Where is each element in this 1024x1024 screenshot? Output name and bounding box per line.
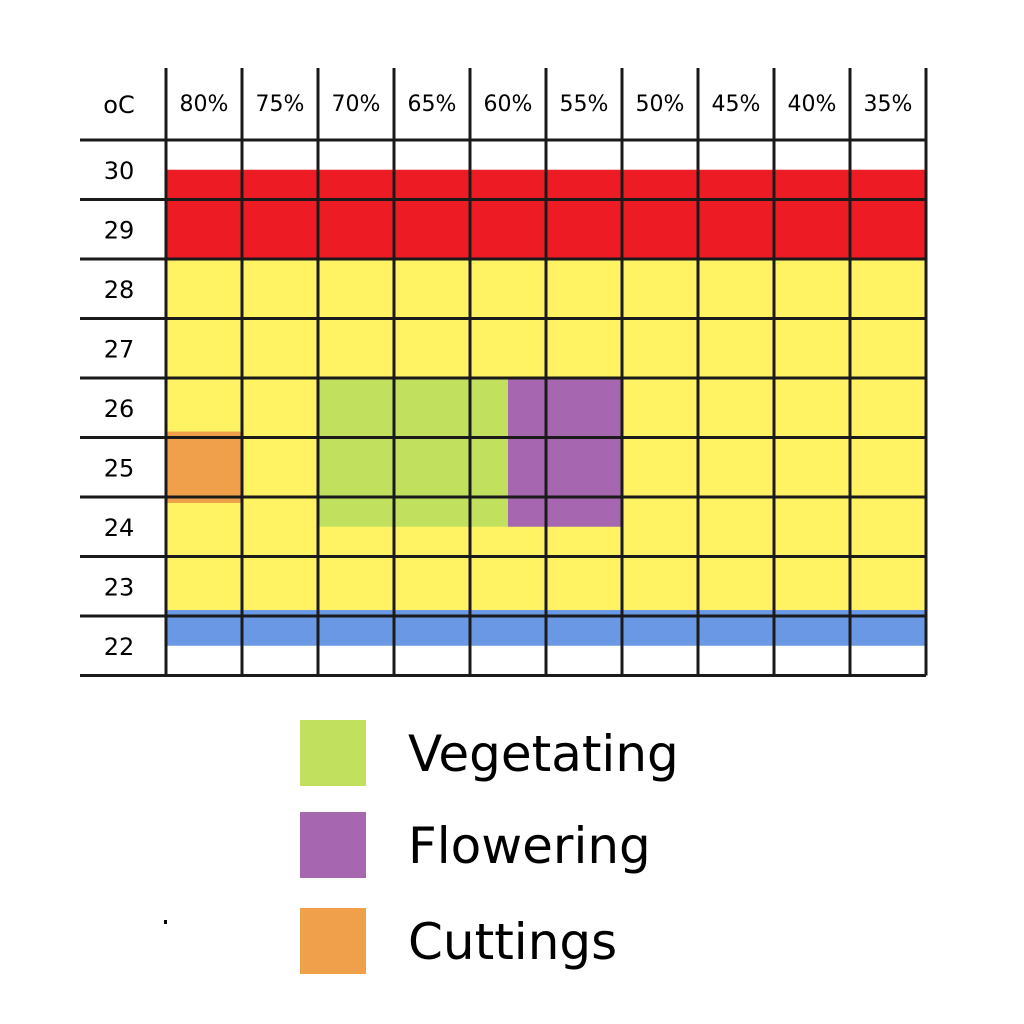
- legend-label-vegetating: Vegetating: [408, 725, 679, 783]
- y-tick-label: 23: [104, 573, 135, 601]
- growth-stage-zones: [166, 378, 622, 527]
- y-tick-label: 27: [104, 335, 135, 363]
- zone-vegetating: [318, 378, 508, 527]
- legend-item-cuttings: Cuttings: [300, 908, 720, 974]
- zone-flowering: [508, 378, 622, 527]
- x-tick-label: 50%: [636, 92, 685, 117]
- stray-dot: [164, 920, 167, 924]
- legend-label-flowering: Flowering: [408, 817, 651, 875]
- x-tick-label: 55%: [560, 92, 609, 117]
- y-tick-label: 30: [104, 157, 135, 185]
- legend-item-vegetating: Vegetating: [300, 720, 720, 786]
- y-tick-labels: 30 29 28 27 26 25 24 23 22: [104, 157, 135, 661]
- x-tick-label: 45%: [712, 92, 761, 117]
- legend-label-cuttings: Cuttings: [408, 913, 618, 971]
- y-tick-label: 26: [104, 395, 135, 423]
- x-tick-labels: 80% 75% 70% 65% 60% 55% 50% 45% 40% 35%: [180, 92, 913, 117]
- corner-unit-label: oC: [103, 91, 134, 119]
- x-tick-label: 35%: [864, 92, 913, 117]
- y-tick-label: 24: [104, 514, 135, 542]
- x-tick-label: 80%: [180, 92, 229, 117]
- y-tick-label: 28: [104, 276, 135, 304]
- zone-cuttings: [166, 431, 242, 503]
- x-tick-label: 40%: [788, 92, 837, 117]
- x-tick-label: 60%: [484, 92, 533, 117]
- legend-item-flowering: Flowering: [300, 812, 720, 878]
- grid-lines: [80, 68, 928, 677]
- legend-swatch-cuttings: [300, 908, 366, 974]
- x-tick-label: 75%: [256, 92, 305, 117]
- y-tick-label: 22: [104, 633, 135, 661]
- legend-swatch-flowering: [300, 812, 366, 878]
- chart: oC 80% 75% 70% 65% 60% 55% 50% 45% 40% 35% 30 29 28…: [80, 68, 928, 677]
- x-tick-label: 65%: [408, 92, 457, 117]
- x-tick-label: 70%: [332, 92, 381, 117]
- y-tick-label: 29: [104, 216, 135, 244]
- y-tick-label: 25: [104, 454, 135, 482]
- legend-swatch-vegetating: [300, 720, 366, 786]
